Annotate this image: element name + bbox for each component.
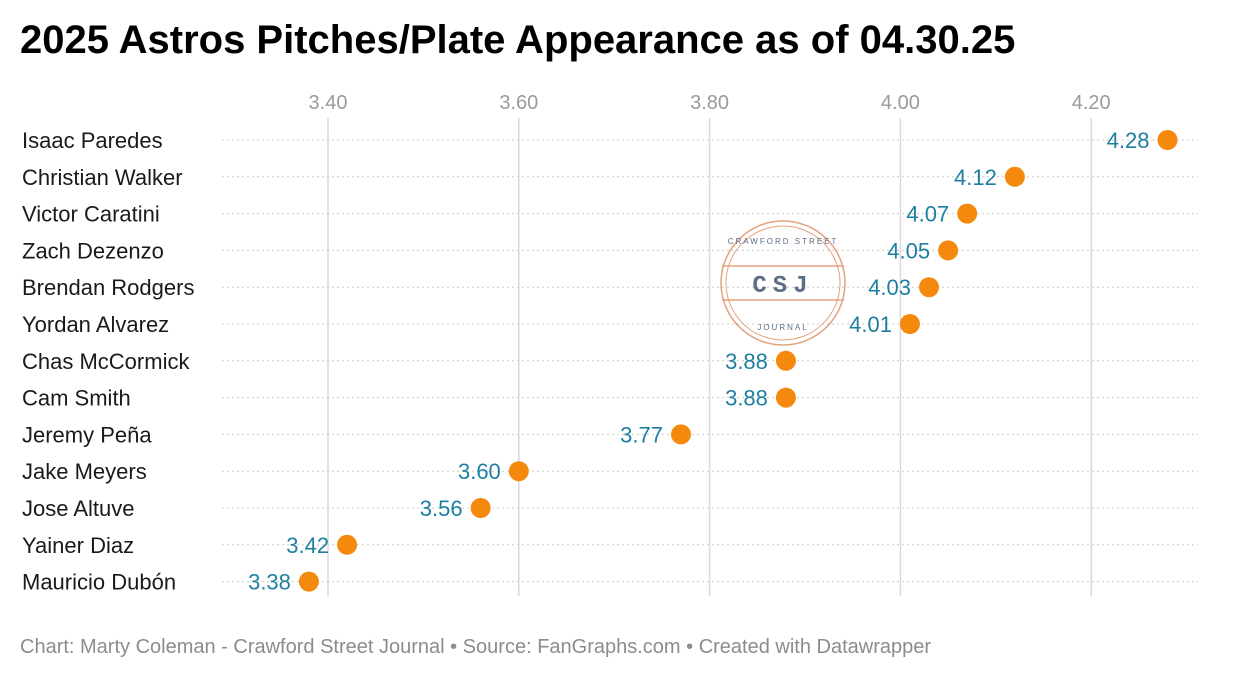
player-label: Jeremy Peña [22,422,152,447]
data-point [775,387,796,408]
value-label: 4.07 [906,202,949,227]
player-label: Jose Altuve [22,496,135,521]
player-label: Christian Walker [22,165,183,190]
value-label: 3.42 [286,533,329,558]
data-point [957,203,978,224]
value-label: 4.03 [868,275,911,300]
data-point [1157,130,1178,150]
data-point [899,314,920,334]
value-label: 4.28 [1107,128,1150,153]
x-tick-label: 4.20 [1072,92,1111,114]
value-label: 3.88 [725,386,768,411]
watermark-initials: CSJ [752,273,813,300]
player-label: Mauricio Dubón [22,570,176,595]
data-point [508,461,529,482]
player-label: Chas McCormick [22,349,190,374]
player-label: Victor Caratini [22,202,160,227]
data-point [938,240,959,261]
x-axis-ticks: 3.40 3.60 3.80 4.00 4.20 [309,92,1111,114]
value-label: 4.01 [849,312,892,337]
value-label: 4.05 [887,238,930,263]
chart-credit-footer: Chart: Marty Coleman - Crawford Street J… [20,636,932,658]
player-label: Cam Smith [22,386,131,411]
data-point [775,350,796,371]
data-point [919,277,940,298]
player-label: Yordan Alvarez [22,312,169,337]
player-label: Brendan Rodgers [22,275,194,300]
value-labels: 4.28 4.124.07 4.05 4.03 4.01 3.88 3.88 3.77 3.60… [248,128,1149,595]
player-label: Jake Meyers [22,459,147,484]
data-point [298,571,319,592]
watermark-top-text: CRAWFORD STREET [728,237,839,246]
value-label: 3.38 [248,570,291,595]
x-tick-label: 4.00 [881,92,920,114]
value-label: 3.60 [458,459,501,484]
value-label: 3.56 [420,496,463,521]
watermark-bottom-text: JOURNAL [757,323,808,332]
player-labels: Isaac Paredes Christian Walker Victor Cara… [22,128,194,595]
data-point [470,498,491,518]
x-tick-label: 3.40 [309,92,348,114]
x-tick-label: 3.80 [690,92,729,114]
player-label: Yainer Diaz [22,533,134,558]
value-label: 3.77 [620,422,663,447]
player-label: Isaac Paredes [22,128,163,153]
value-label: 4.12 [954,165,997,190]
player-label: Zach Dezenzo [22,238,164,263]
data-point [337,534,358,555]
data-points [298,130,1178,592]
csj-watermark-logo: CSJ CRAWFORD STREET JOURNAL [720,220,846,346]
x-tick-label: 3.60 [499,92,538,114]
data-point [670,424,691,445]
value-label: 3.88 [725,349,768,374]
data-point [1004,166,1025,187]
chart-title: 2025 Astros Pitches/Plate Appearance as … [20,18,1016,62]
gridlines [327,118,1092,596]
